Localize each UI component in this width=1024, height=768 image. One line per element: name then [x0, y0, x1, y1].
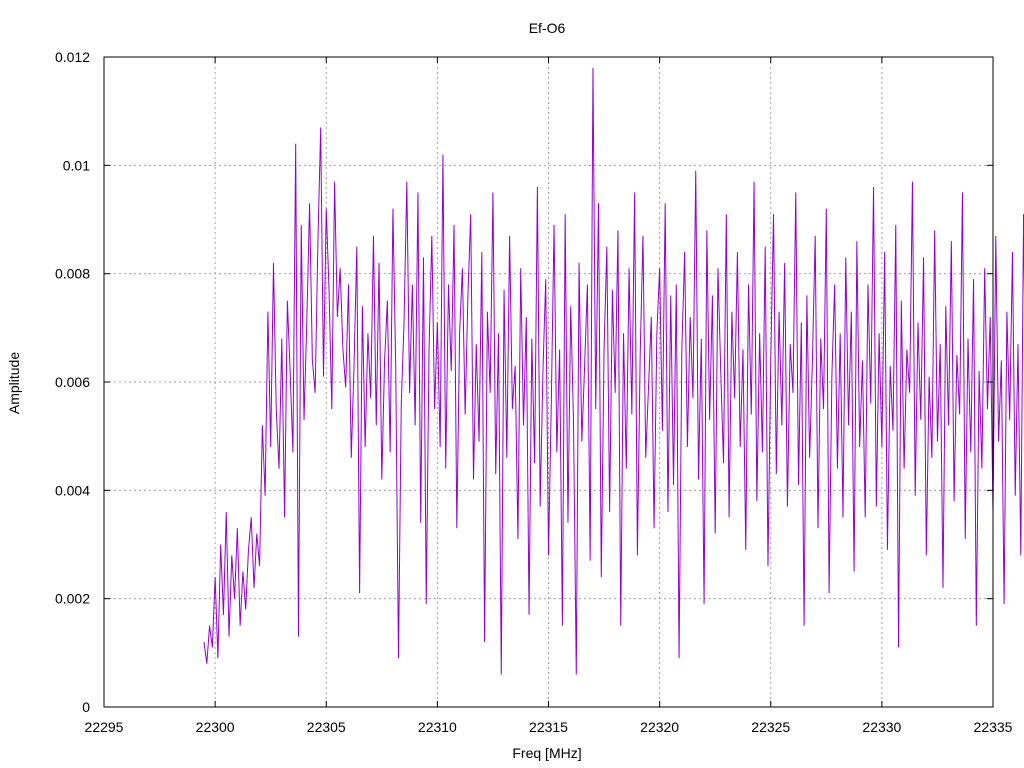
y-tick-label: 0.008: [55, 266, 90, 282]
x-tick-label: 22325: [751, 719, 790, 735]
x-tick-label: 22310: [418, 719, 457, 735]
x-tick-label: 22305: [307, 719, 346, 735]
x-tick-label: 22330: [862, 719, 901, 735]
x-tick-label: 22315: [529, 719, 568, 735]
y-axis-label: Amplitude: [6, 352, 22, 414]
grid: [104, 57, 993, 707]
y-tick-label: 0.004: [55, 482, 90, 498]
ticks: [103, 56, 994, 708]
y-tick-label: 0.002: [55, 591, 90, 607]
x-tick-label: 22295: [85, 719, 124, 735]
x-tick-label: 22320: [640, 719, 679, 735]
chart-title: Ef-O6: [529, 20, 566, 36]
x-axis-label: Freq [MHz]: [512, 745, 581, 761]
y-tick-labels: 0 0.002 0.004 0.006 0.008 0.01 0.012: [55, 49, 90, 715]
x-tick-label: 22335: [974, 719, 1013, 735]
y-tick-label: 0: [82, 699, 90, 715]
x-tick-labels: 22295 22300 22305 22310 22315 22320 22325 22330…: [85, 719, 1013, 735]
series-line-path: [203, 67, 1024, 675]
y-tick-label: 0.01: [63, 157, 90, 173]
series-line: [203, 67, 1024, 675]
y-tick-label: 0.012: [55, 49, 90, 65]
x-tick-label: 22300: [196, 719, 235, 735]
y-tick-label: 0.006: [55, 374, 90, 390]
